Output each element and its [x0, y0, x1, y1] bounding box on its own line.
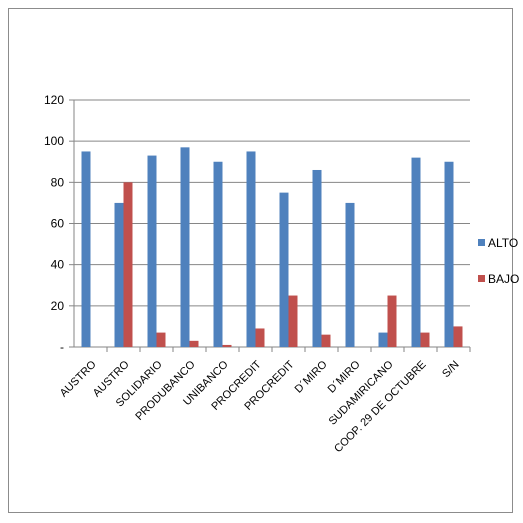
bar-alto [114, 202, 124, 347]
legend-swatch [478, 239, 485, 246]
bar-bajo [255, 328, 265, 347]
legend-label: ALTO [488, 236, 518, 250]
bar-alto [345, 202, 355, 347]
y-tick-label: 20 [51, 299, 65, 313]
y-tick-label: 80 [51, 175, 65, 189]
bar-alto [147, 155, 157, 347]
bar-bajo [123, 182, 133, 347]
y-tick-label: 100 [44, 134, 64, 148]
y-tick-label: 60 [51, 217, 65, 231]
bar-alto [279, 192, 289, 347]
bar-bajo [420, 332, 430, 347]
bar-alto [444, 161, 454, 347]
bar-bajo [453, 326, 463, 347]
bar-bajo [321, 334, 331, 347]
bar-alto [180, 147, 190, 347]
category-label: S/N [440, 359, 461, 380]
bar-alto [411, 157, 421, 347]
bar-alto [312, 169, 322, 347]
bar-alto [246, 151, 256, 347]
y-tick-label: 120 [44, 93, 64, 107]
legend-swatch [478, 275, 485, 282]
bar-bajo [288, 295, 298, 347]
bar-bajo [222, 344, 232, 347]
chart-frame [8, 8, 513, 513]
category-label: PRODUBANCO [133, 358, 198, 423]
y-tick-label: 40 [51, 258, 65, 272]
legend-label: BAJO [488, 272, 519, 286]
bar-bajo [156, 332, 166, 347]
bar-alto [81, 151, 91, 347]
category-label: D´MIRO [293, 358, 330, 395]
bar-alto [378, 332, 388, 347]
y-tick-label: - [60, 340, 64, 354]
bar-bajo [189, 340, 199, 347]
bar-alto [213, 161, 223, 347]
bar-bajo [387, 295, 397, 347]
